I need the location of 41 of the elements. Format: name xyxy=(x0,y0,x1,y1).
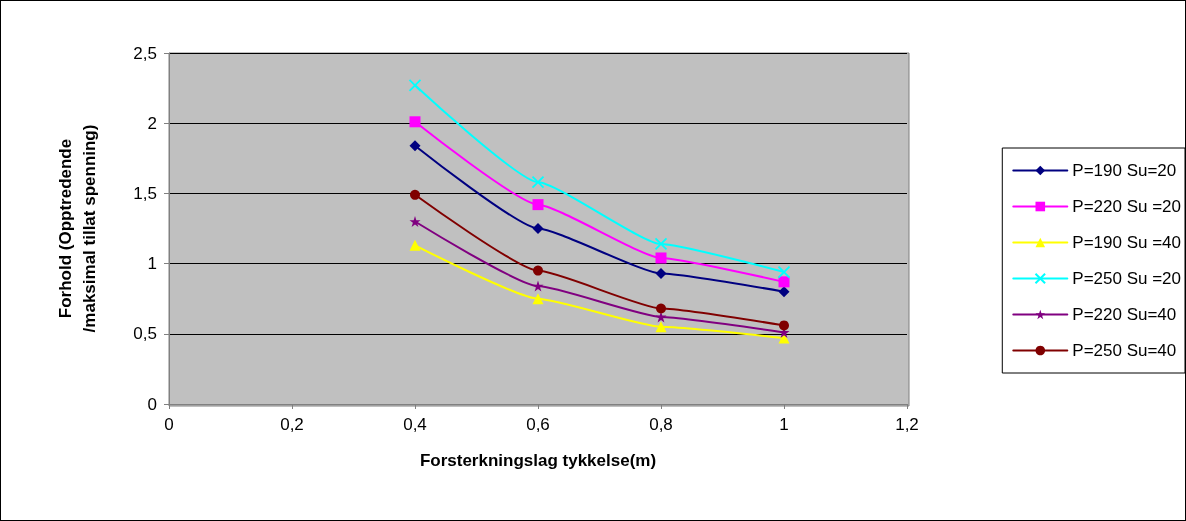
y-tick-label: 2 xyxy=(147,113,157,133)
point xyxy=(408,78,422,92)
point xyxy=(409,239,421,251)
y-tick-label: 2,5 xyxy=(133,43,157,63)
point xyxy=(532,223,544,234)
point xyxy=(778,276,790,288)
point xyxy=(409,215,421,227)
x-tick-label: 0,8 xyxy=(649,415,673,434)
point xyxy=(655,267,667,279)
x-tick-label: 1 xyxy=(779,415,789,434)
legend-label: P=220 Su =20 xyxy=(1072,197,1182,216)
point xyxy=(409,116,421,128)
x-tick-label: 1,2 xyxy=(895,415,919,434)
point xyxy=(655,252,667,264)
point xyxy=(656,303,666,314)
legend-label: P=190 Su =40 xyxy=(1072,233,1182,252)
point xyxy=(409,140,421,152)
y-tick-label: 1,5 xyxy=(133,183,157,203)
x-tick-label: 0,4 xyxy=(403,415,427,434)
point xyxy=(533,265,543,276)
x-tick-label: 0,2 xyxy=(280,415,304,434)
y-tick-label: 0,5 xyxy=(133,324,157,344)
y-axis-title: Forhold (Opptredende /maksimal tillat spenning) xyxy=(55,124,99,333)
x-tick-label: 0 xyxy=(164,415,174,434)
legend-label: P=250 Su=40 xyxy=(1072,341,1177,360)
legend-label: P=220 Su=40 xyxy=(1072,305,1177,324)
point xyxy=(778,286,790,298)
point xyxy=(531,175,545,189)
point xyxy=(532,199,544,211)
x-axis-title: Forsterkningslag tykkelse(m) xyxy=(419,451,657,470)
point xyxy=(779,320,789,331)
point xyxy=(532,293,544,305)
point xyxy=(410,189,420,200)
point xyxy=(655,321,667,333)
legend-label: P=190 Su=20 xyxy=(1072,161,1177,180)
x-tick-label: 0,6 xyxy=(526,415,550,434)
legend-label: P=250 Su =20 xyxy=(1072,269,1182,288)
point xyxy=(654,237,668,251)
y-tick-label: 1 xyxy=(147,254,157,274)
y-tick-label: 0 xyxy=(147,394,157,414)
point xyxy=(777,265,791,279)
